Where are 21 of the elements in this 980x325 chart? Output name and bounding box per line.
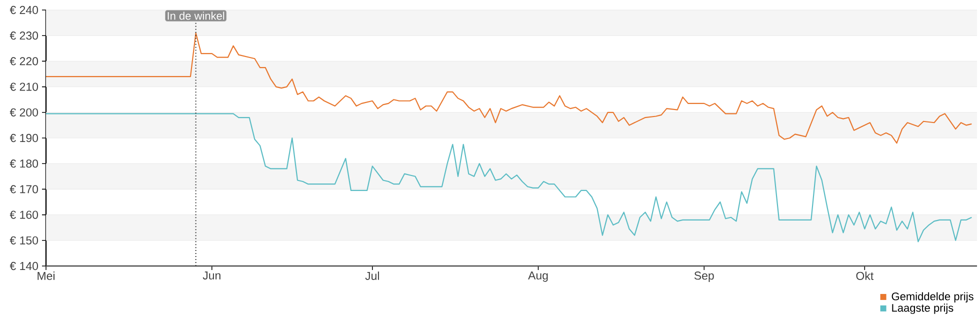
y-tick-label: € 220: [10, 57, 38, 66]
x-tick-label: Jun: [202, 272, 220, 280]
y-tick-label: € 170: [10, 185, 38, 194]
y-tick-label: € 180: [10, 160, 38, 168]
line-series: [45, 113, 972, 242]
legend-label: Gemiddelde prijs: [892, 292, 974, 302]
y-tick-label: € 160: [10, 210, 38, 219]
y-tick-label: € 200: [10, 108, 38, 116]
x-tick-label: Mei: [38, 272, 54, 280]
y-tick-label: € 150: [10, 236, 38, 244]
ref-line-label: In de winkel: [168, 12, 224, 20]
y-tick-label: € 240: [10, 6, 38, 14]
x-tick-label: Sep: [694, 272, 714, 282]
y-tick-label: € 190: [10, 134, 38, 142]
legend-label: Laagste prijs: [892, 304, 954, 314]
y-tick-label: € 140: [10, 262, 38, 270]
y-tick-label: € 230: [10, 32, 38, 40]
x-tick-label: Aug: [528, 272, 548, 282]
x-tick-label: Jul: [365, 272, 379, 280]
x-tick-label: Okt: [856, 272, 874, 280]
y-tick-label: € 210: [10, 82, 38, 91]
